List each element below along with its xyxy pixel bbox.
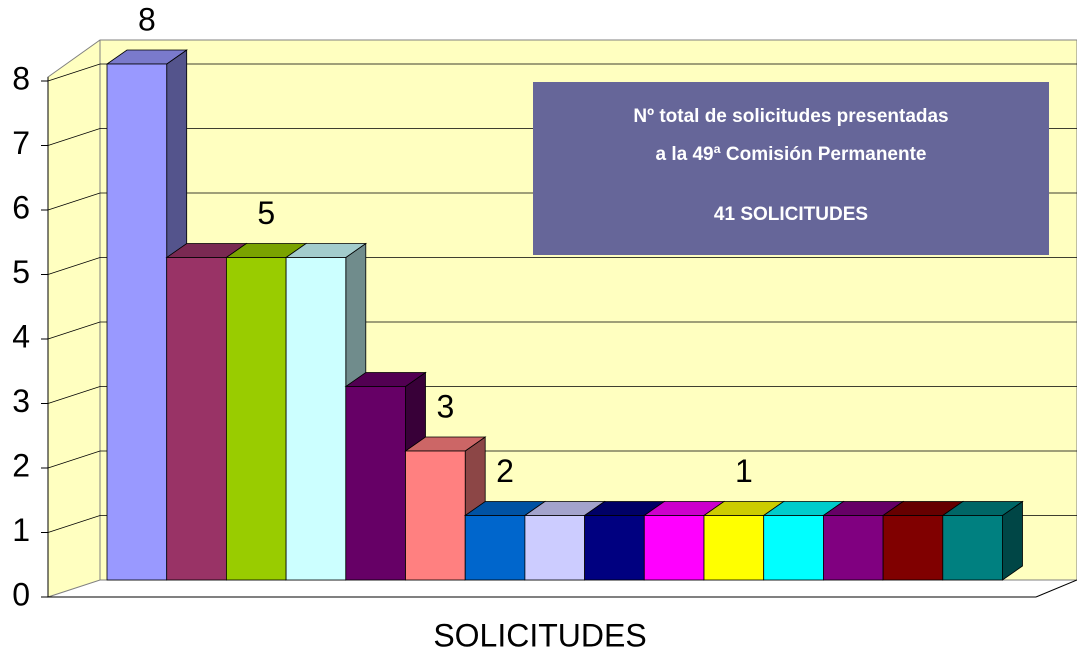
bar [643,515,705,581]
grid-line [47,450,1077,469]
bars [105,49,1024,581]
y-tick-label: 6 [12,189,30,225]
data-label: 3 [436,388,454,424]
bar [345,386,406,581]
x-axis-label: SOLICITUDES [433,617,646,653]
y-tick-label: 5 [12,254,30,290]
annotation-text: a la 49ª Comisión Permanente [655,144,926,165]
bar [882,515,944,581]
bar [405,450,466,581]
annotation-text: Nº total de solicitudes presentadas [633,106,948,127]
bar [763,515,824,581]
bar [584,515,645,581]
bar [942,515,1003,581]
bar [225,257,287,581]
bar [703,515,765,581]
annotation-text: 41 SOLICITUDES [714,204,868,225]
grid-line [47,257,1077,275]
y-tick-label: 2 [12,447,30,483]
data-label: 1 [735,453,753,489]
data-label: 8 [138,1,156,37]
grid-line [47,386,1077,404]
y-tick-label: 1 [12,512,30,548]
grid-line [47,63,1077,82]
y-tick-label: 4 [12,318,30,354]
data-label: 2 [496,453,514,489]
bar [823,515,884,581]
bar [464,515,526,581]
annotation-box [533,82,1049,255]
floor-right [1035,579,1077,598]
y-tick-label: 8 [12,60,30,96]
data-label: 5 [257,195,275,231]
bar [106,63,168,581]
y-tick-label: 7 [12,125,30,161]
y-tick-label: 3 [12,383,30,419]
y-tick-label: 0 [12,576,30,612]
grid-line [47,321,1077,340]
bar [166,257,227,581]
bar [285,257,347,581]
bar [524,515,586,581]
